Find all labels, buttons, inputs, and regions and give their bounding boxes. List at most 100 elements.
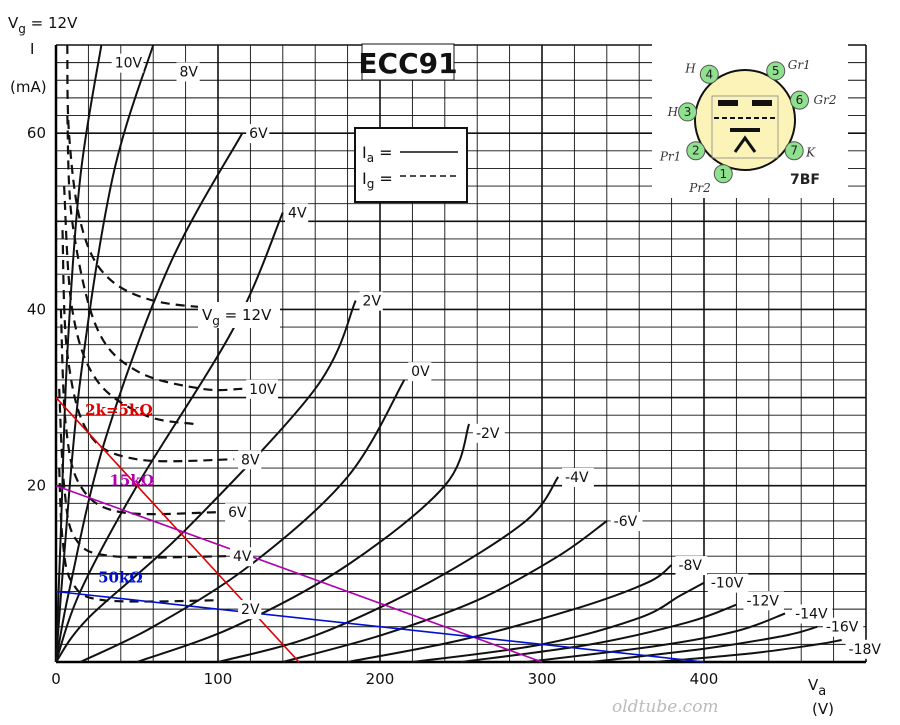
- plate-curve: [55, 212, 284, 663]
- pin-number: 7: [790, 144, 798, 158]
- plate-curve: [525, 612, 786, 663]
- pin-icon: [790, 90, 810, 110]
- chart-title: ECC91: [358, 47, 457, 80]
- plate-curve: [55, 44, 155, 663]
- pin-icon: [686, 141, 706, 161]
- curve-label-bg: [111, 53, 144, 73]
- plate-curve: [590, 625, 818, 663]
- grid-current-label: 8V: [241, 452, 260, 468]
- pin-number: 3: [684, 105, 692, 119]
- plate-curve-label: -12V: [747, 593, 780, 609]
- y-axis-title: I: [30, 40, 34, 58]
- x-tick-label: 300: [528, 670, 557, 688]
- x-tick-label: 200: [366, 670, 395, 688]
- pin-number: 6: [796, 93, 804, 107]
- curve-label-bg: [562, 467, 594, 487]
- y-tick-label: 20: [27, 477, 46, 495]
- pin-name: Gr1: [788, 58, 811, 72]
- plate-curve: [136, 423, 471, 663]
- basing-code: 7BF: [790, 172, 820, 188]
- tick-labels: 0 100 200 300 400 20 40 60: [18, 122, 718, 688]
- pin-icon: [678, 102, 698, 122]
- plate-curve-label: 0V: [411, 364, 430, 380]
- grid-current-curve: [66, 44, 235, 311]
- plate-curve-label: 8V: [180, 64, 199, 80]
- load-lines: 2k=5kΩ 15kΩ 50kΩ: [55, 397, 705, 663]
- plate-curve: [282, 520, 608, 663]
- x-tick-label: 0: [51, 670, 61, 688]
- curve-label-bg: [176, 62, 200, 82]
- legend-entry-ia-label: Ia =: [362, 143, 393, 165]
- y-tick-label: 40: [27, 300, 46, 318]
- plate-curve-label: 10V: [115, 56, 143, 72]
- grid-current-label: 2V: [241, 602, 260, 618]
- grid-current-label: 10V: [249, 382, 277, 398]
- curve-label-bg: [238, 600, 262, 620]
- y-tick-label: 60: [27, 124, 46, 142]
- plate-curve: [347, 564, 673, 663]
- plate-curve-label: -2V: [476, 426, 500, 442]
- mid-vg-label: Vg = 12V: [202, 306, 272, 328]
- curve-label-bg: [246, 124, 270, 144]
- legend-entry-ig-label: Ig =: [362, 169, 393, 191]
- pin-number: 1: [719, 167, 727, 181]
- legend: Ia = Ig =: [354, 127, 468, 203]
- curve-label-bg: [822, 617, 864, 637]
- pin-number: 5: [772, 64, 780, 78]
- pin-number: 2: [692, 144, 700, 158]
- tube-base-icon: [694, 69, 796, 171]
- plate-curve-label: -8V: [678, 558, 702, 574]
- grid-current-curve: [59, 309, 219, 516]
- load-line-label: 15kΩ: [109, 472, 154, 490]
- curve-label-bg: [845, 639, 886, 659]
- plate-curve: [655, 639, 842, 663]
- plate-curve-label: 6V: [249, 126, 268, 142]
- plate-curve: [412, 581, 705, 663]
- plate-curve-label: 2V: [363, 294, 382, 310]
- y-axis-unit: (mA): [10, 78, 47, 96]
- plate-curve: [460, 603, 737, 663]
- plate-curve: [55, 132, 244, 663]
- grid-current-curve: [66, 115, 243, 392]
- pin-icon: [713, 164, 733, 184]
- grid-current-curve: [58, 388, 227, 559]
- curve-label-bg: [472, 423, 505, 443]
- curve-label-bg: [225, 503, 249, 523]
- plate-curve-label: -6V: [614, 514, 638, 530]
- x-axis-unit: (V): [812, 700, 834, 718]
- curve-label-bg: [707, 573, 749, 593]
- grid-current-curve: [61, 230, 235, 463]
- grid-current-curve: [63, 185, 194, 426]
- pin-name: H: [684, 61, 696, 75]
- x-tick-label: 100: [204, 670, 233, 688]
- top-vg-label: Vg = 12V: [8, 14, 78, 36]
- pin-icon: [784, 141, 804, 161]
- plate-curves: [55, 44, 842, 663]
- curve-label-bg: [675, 556, 708, 576]
- curve-label-bg: [246, 379, 278, 399]
- grid-current-curves: [58, 44, 243, 603]
- plate-curve-label: 4V: [288, 205, 307, 221]
- plate-curve-label: -14V: [795, 607, 828, 623]
- grid-current-label: 6V: [228, 505, 247, 521]
- curve-label-bg: [285, 203, 309, 223]
- pin-icon: [766, 61, 786, 81]
- pin-name: Pr1: [659, 150, 681, 164]
- plate-curve: [55, 300, 357, 663]
- load-line-label: 50kΩ: [98, 569, 143, 587]
- load-line-label: 2k=5kΩ: [85, 401, 153, 419]
- plate-curve-label: -10V: [711, 576, 744, 592]
- plate-curve: [217, 476, 560, 663]
- curve-label-bg: [792, 604, 833, 624]
- curve-label-bg: [743, 591, 784, 611]
- curve-labels: 10V 8V 6V 4V 2V 0V -2V -4V -6V -8V -10V-12V -14V-16…: [111, 53, 886, 659]
- curve-label-bg: [238, 450, 262, 470]
- axis-titles: Vg = 12V I (mA) Va (V) Vg = 12V: [8, 14, 834, 718]
- curve-label-bg: [408, 362, 432, 382]
- plate-curve-label: -16V: [826, 620, 859, 636]
- curve-label-bg: [359, 291, 383, 311]
- load-line: [55, 590, 705, 663]
- watermark-text: oldtube.com: [612, 697, 719, 717]
